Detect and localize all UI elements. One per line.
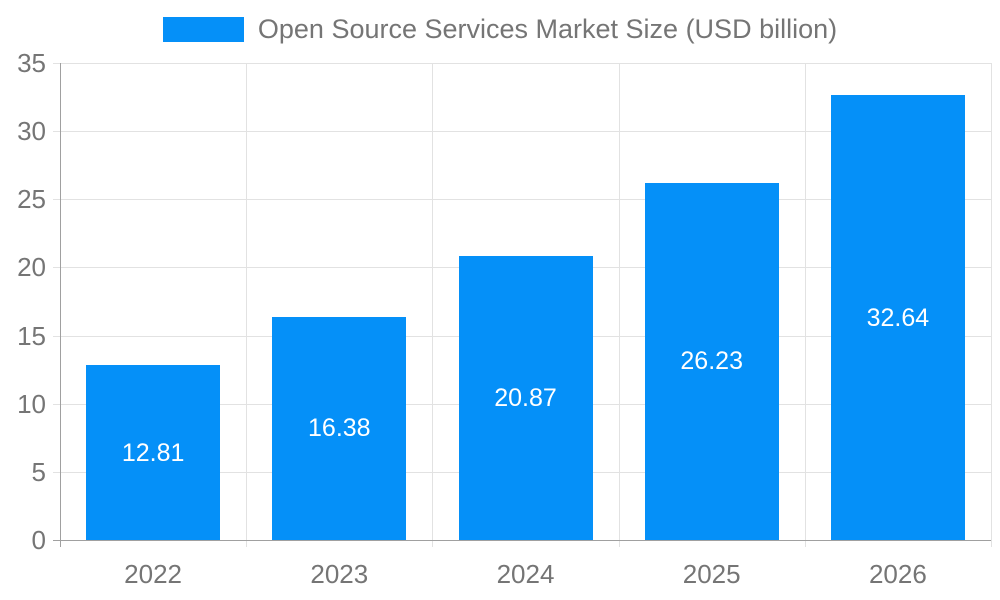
h-gridline (60, 63, 991, 64)
y-tick-label: 20 (17, 252, 46, 283)
v-gridline (618, 63, 620, 540)
y-axis-tick (53, 471, 60, 473)
bar-value-label: 32.64 (866, 303, 930, 332)
x-axis-tick (432, 540, 434, 547)
v-gridline (432, 63, 434, 540)
bar-value-label: 26.23 (680, 347, 743, 376)
chart-legend[interactable]: Open Source Services Market Size (USD bi… (0, 16, 1000, 43)
h-gridline (60, 131, 991, 133)
y-axis-line (60, 63, 61, 547)
x-axis-tick (618, 540, 620, 547)
x-axis-line (53, 540, 991, 541)
v-gridline (246, 63, 248, 540)
x-axis-tick (246, 540, 248, 547)
y-tick-label: 25 (17, 184, 46, 215)
x-tick-label: 2026 (868, 559, 927, 589)
y-tick-label: 10 (17, 388, 46, 419)
y-tick-label: 5 (31, 456, 46, 487)
bar-value-label: 16.38 (308, 414, 371, 443)
bar-2024[interactable] (458, 255, 593, 540)
bar-2022[interactable] (86, 365, 221, 540)
legend-swatch (162, 17, 244, 42)
bar-2026[interactable] (830, 95, 965, 540)
x-tick-label: 2024 (496, 559, 555, 589)
bar-2023[interactable] (272, 316, 407, 540)
x-axis-tick (991, 540, 992, 547)
y-tick-label: 30 (17, 116, 46, 147)
y-axis-tick (53, 63, 60, 64)
y-axis-tick (53, 267, 60, 269)
v-gridline (991, 63, 992, 540)
legend-label: Open Source Services Market Size (USD bi… (257, 14, 838, 44)
y-axis-tick (53, 403, 60, 405)
bar-value-label: 12.81 (121, 438, 185, 467)
y-axis-tick (53, 335, 60, 337)
y-axis-tick (53, 199, 60, 201)
bar-value-label: 20.87 (494, 383, 557, 412)
bar-2025[interactable] (644, 182, 779, 540)
x-tick-label: 2023 (310, 559, 369, 589)
y-tick-label: 35 (17, 48, 46, 78)
x-axis-tick (804, 540, 806, 547)
y-tick-label: 0 (31, 525, 46, 555)
x-tick-label: 2022 (124, 559, 183, 589)
x-tick-label: 2025 (682, 559, 741, 589)
y-tick-label: 15 (17, 320, 46, 351)
v-gridline (804, 63, 806, 540)
h-gridline (60, 199, 991, 201)
y-axis-tick (53, 131, 60, 133)
